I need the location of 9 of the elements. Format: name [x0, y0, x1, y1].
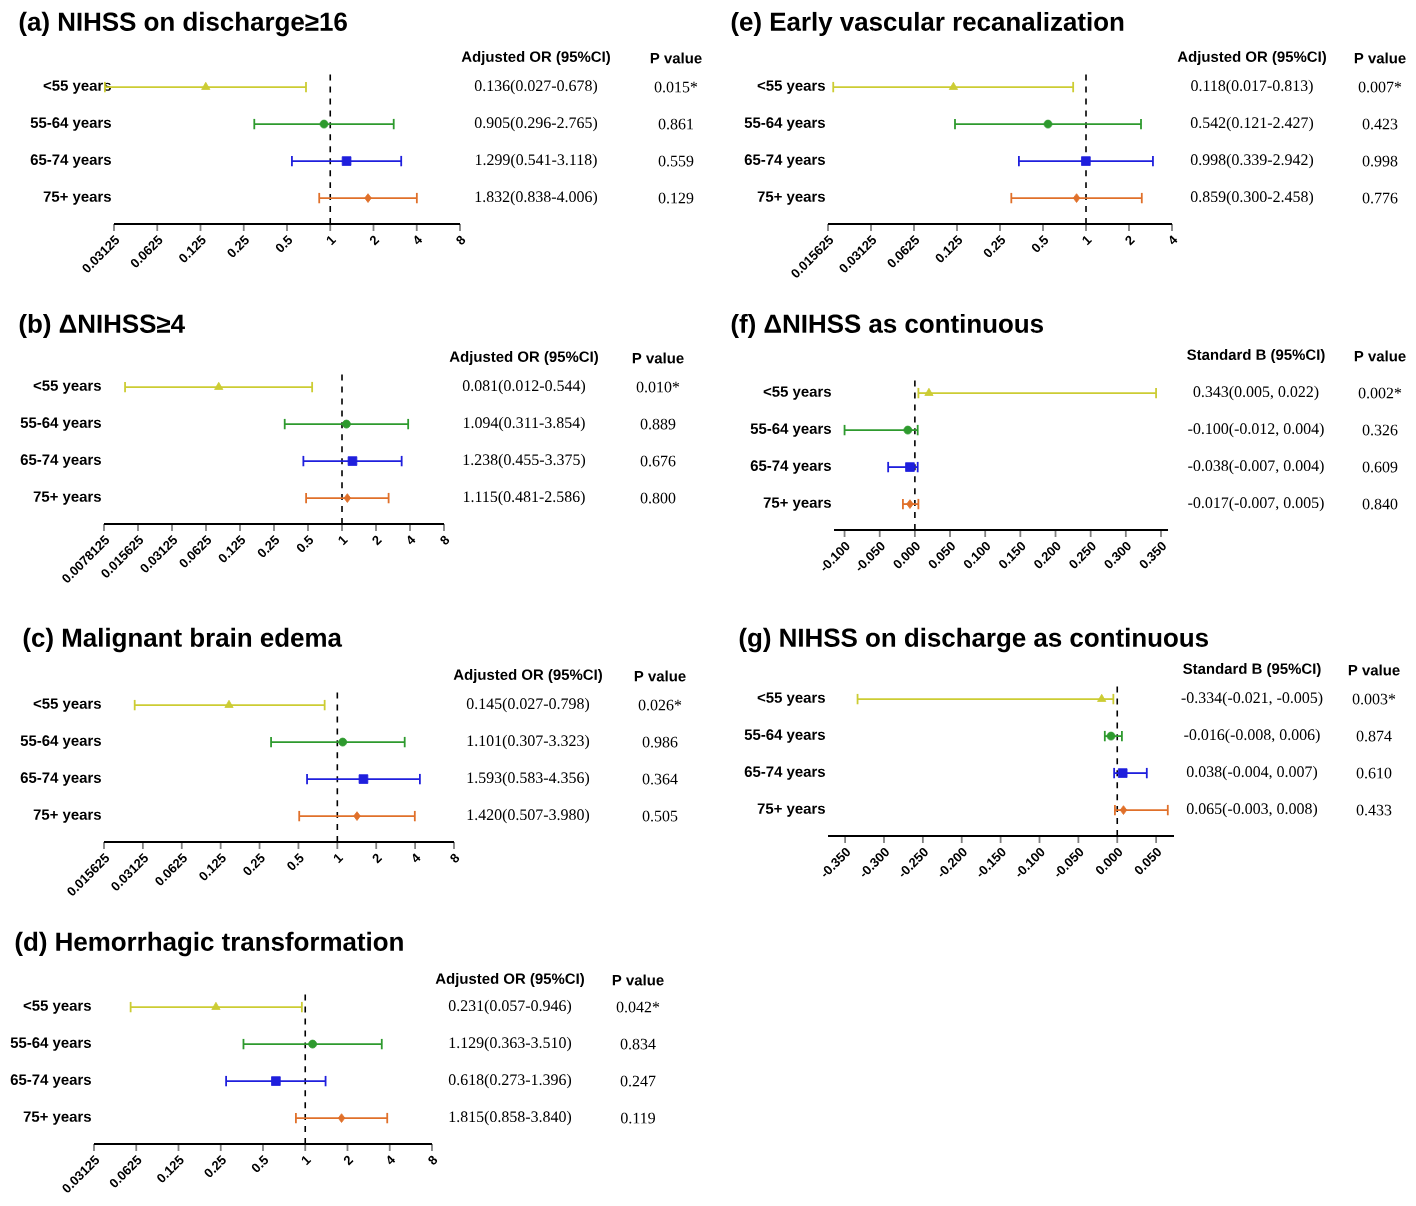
chart-title: (a) NIHSS on discharge≥16 — [19, 11, 347, 37]
chart-title: (b) ΔNIHSS≥4 — [19, 313, 185, 339]
point — [1097, 693, 1107, 702]
chart-title: (f) ΔNIHSS as continuous — [731, 313, 1043, 339]
chart-title: (c) Malignant brain edema — [23, 627, 343, 653]
chart-title: (e) Early vascular recanalization — [731, 11, 1124, 37]
chart-title: (d) Hemorrhagic transformation — [15, 931, 403, 957]
chart-title: (g) NIHSS on discharge as continuous — [739, 627, 1208, 653]
point — [1119, 805, 1128, 815]
